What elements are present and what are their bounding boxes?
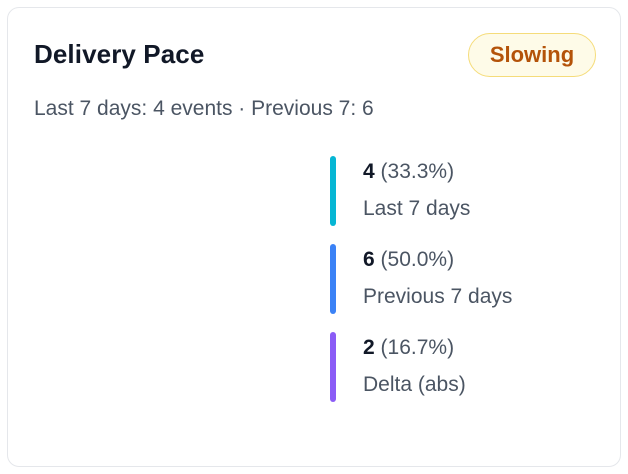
legend-count: 6	[363, 248, 375, 271]
card-title: Delivery Pace	[34, 39, 205, 69]
legend-label: Delta (abs)	[363, 373, 466, 396]
delivery-pace-card: Delivery Pace Slowing Last 7 days: 4 eve…	[7, 7, 621, 467]
status-badge: Slowing	[468, 33, 596, 77]
legend-count: 2	[363, 336, 375, 359]
legend-value: 4 (33.3%)	[363, 159, 454, 185]
legend-item-last-7-days: 4 (33.3%) Last 7 days	[330, 156, 590, 226]
legend-label: Last 7 days	[363, 197, 471, 220]
legend-color-bar	[330, 156, 336, 226]
legend-percent: (50.0%)	[380, 248, 455, 271]
legend-percent: (33.3%)	[380, 160, 455, 183]
legend-color-bar	[330, 332, 336, 402]
legend-count: 4	[363, 160, 375, 183]
legend-item-delta-abs: 2 (16.7%) Delta (abs)	[330, 332, 590, 402]
legend-item-previous-7-days: 6 (50.0%) Previous 7 days	[330, 244, 590, 314]
legend-label: Previous 7 days	[363, 285, 513, 308]
legend-percent: (16.7%)	[380, 336, 455, 359]
legend-value: 6 (50.0%)	[363, 247, 454, 273]
legend-value: 2 (16.7%)	[363, 335, 454, 361]
card-subtitle: Last 7 days: 4 events · Previous 7: 6	[34, 97, 374, 120]
legend: 4 (33.3%) Last 7 days 6 (50.0%) Previous…	[330, 156, 590, 420]
legend-color-bar	[330, 244, 336, 314]
